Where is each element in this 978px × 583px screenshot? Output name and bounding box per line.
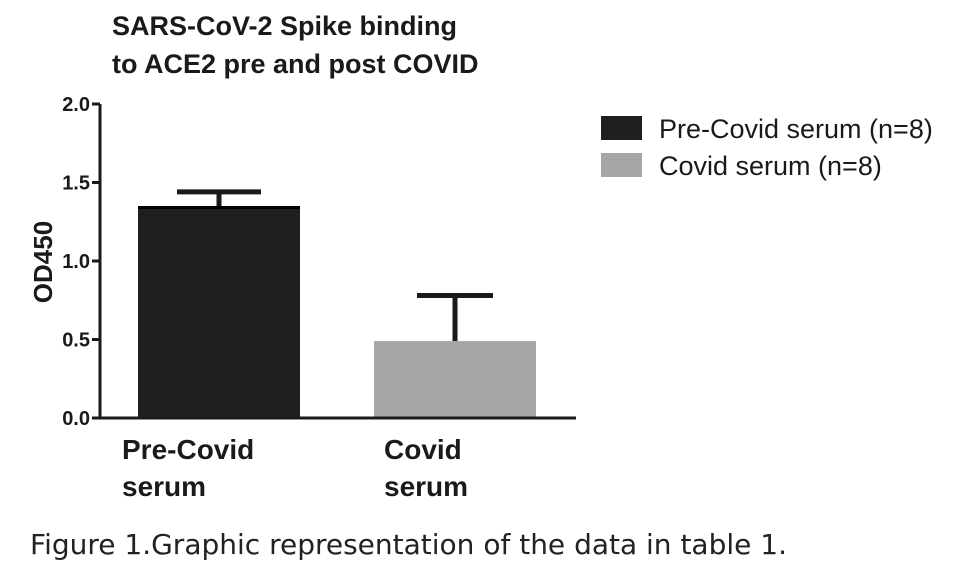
bar-chart: SARS-CoV-2 Spike binding to ACE2 pre and… xyxy=(28,11,933,502)
x-category-label: Covid xyxy=(384,434,462,465)
y-axis-label: OD450 xyxy=(28,221,58,303)
caption-label: Figure 1. xyxy=(30,528,152,561)
x-category-label: serum xyxy=(122,471,206,502)
y-tick-label: 1.0 xyxy=(62,251,90,273)
y-tick-label: 1.5 xyxy=(62,173,90,195)
bars xyxy=(138,189,536,418)
legend-swatch xyxy=(601,153,642,177)
bar xyxy=(138,206,300,418)
x-axis-categories: Pre-Covid serum Covid serum xyxy=(122,434,468,502)
legend-swatch xyxy=(601,116,642,140)
legend: Pre-Covid serum (n=8) Covid serum (n=8) xyxy=(601,114,933,181)
x-category-label: serum xyxy=(384,471,468,502)
chart-title-line-2: to ACE2 pre and post COVID xyxy=(112,49,479,79)
legend-label: Covid serum (n=8) xyxy=(659,151,882,181)
chart-title-line-1: SARS-CoV-2 Spike binding xyxy=(112,11,457,41)
caption-text: Graphic representation of the data in ta… xyxy=(151,528,787,561)
y-axis-ticks: 0.0 0.5 1.0 1.5 2.0 xyxy=(62,94,100,430)
y-tick-label: 0.0 xyxy=(62,408,90,430)
y-tick-label: 0.5 xyxy=(62,330,90,352)
x-category-label: Pre-Covid xyxy=(122,434,254,465)
figure-caption: Figure 1.Graphic representation of the d… xyxy=(30,528,787,561)
bar xyxy=(374,341,536,418)
y-tick-label: 2.0 xyxy=(62,94,90,116)
legend-label: Pre-Covid serum (n=8) xyxy=(659,114,933,144)
